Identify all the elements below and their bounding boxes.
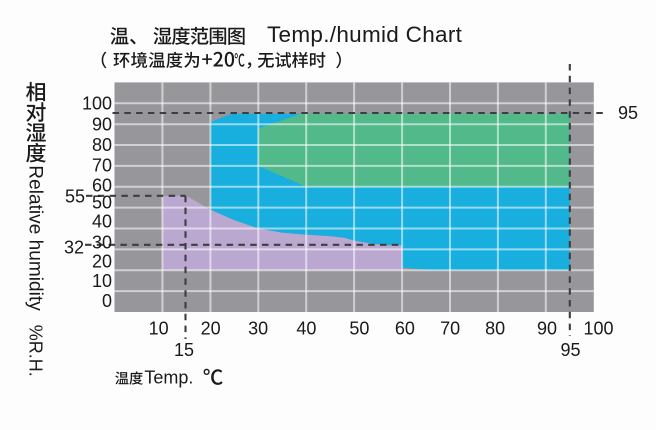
svg-text:70: 70 [440, 319, 460, 339]
svg-text:0: 0 [102, 291, 112, 311]
svg-text:10: 10 [149, 319, 169, 339]
svg-text:60: 60 [92, 175, 112, 195]
svg-text:20: 20 [201, 319, 221, 339]
svg-text:20: 20 [92, 252, 112, 272]
svg-text:15: 15 [174, 340, 194, 360]
svg-text:80: 80 [485, 319, 505, 339]
svg-text:95: 95 [618, 103, 638, 123]
svg-text:100: 100 [82, 94, 112, 114]
svg-text:95: 95 [560, 340, 580, 360]
svg-text:10: 10 [92, 271, 112, 291]
svg-text:90: 90 [537, 319, 557, 339]
svg-text:40: 40 [92, 212, 112, 232]
svg-text:90: 90 [92, 115, 112, 135]
svg-text:100: 100 [583, 319, 613, 339]
svg-text:50: 50 [349, 319, 369, 339]
svg-text:32: 32 [64, 237, 84, 257]
svg-text:Temp./humid Chart: Temp./humid Chart [267, 22, 463, 47]
svg-text:%R.H.: %R.H. [26, 325, 46, 377]
svg-text:30: 30 [248, 319, 268, 339]
svg-text:30: 30 [92, 233, 112, 253]
svg-text:70: 70 [92, 156, 112, 176]
svg-text:80: 80 [92, 135, 112, 155]
svg-text:60: 60 [395, 319, 415, 339]
svg-text:40: 40 [296, 319, 316, 339]
svg-text:Temp.: Temp. [144, 368, 193, 388]
svg-text:50: 50 [92, 193, 112, 213]
svg-text:55: 55 [65, 186, 85, 206]
svg-text:Relative humidity: Relative humidity [25, 165, 46, 311]
